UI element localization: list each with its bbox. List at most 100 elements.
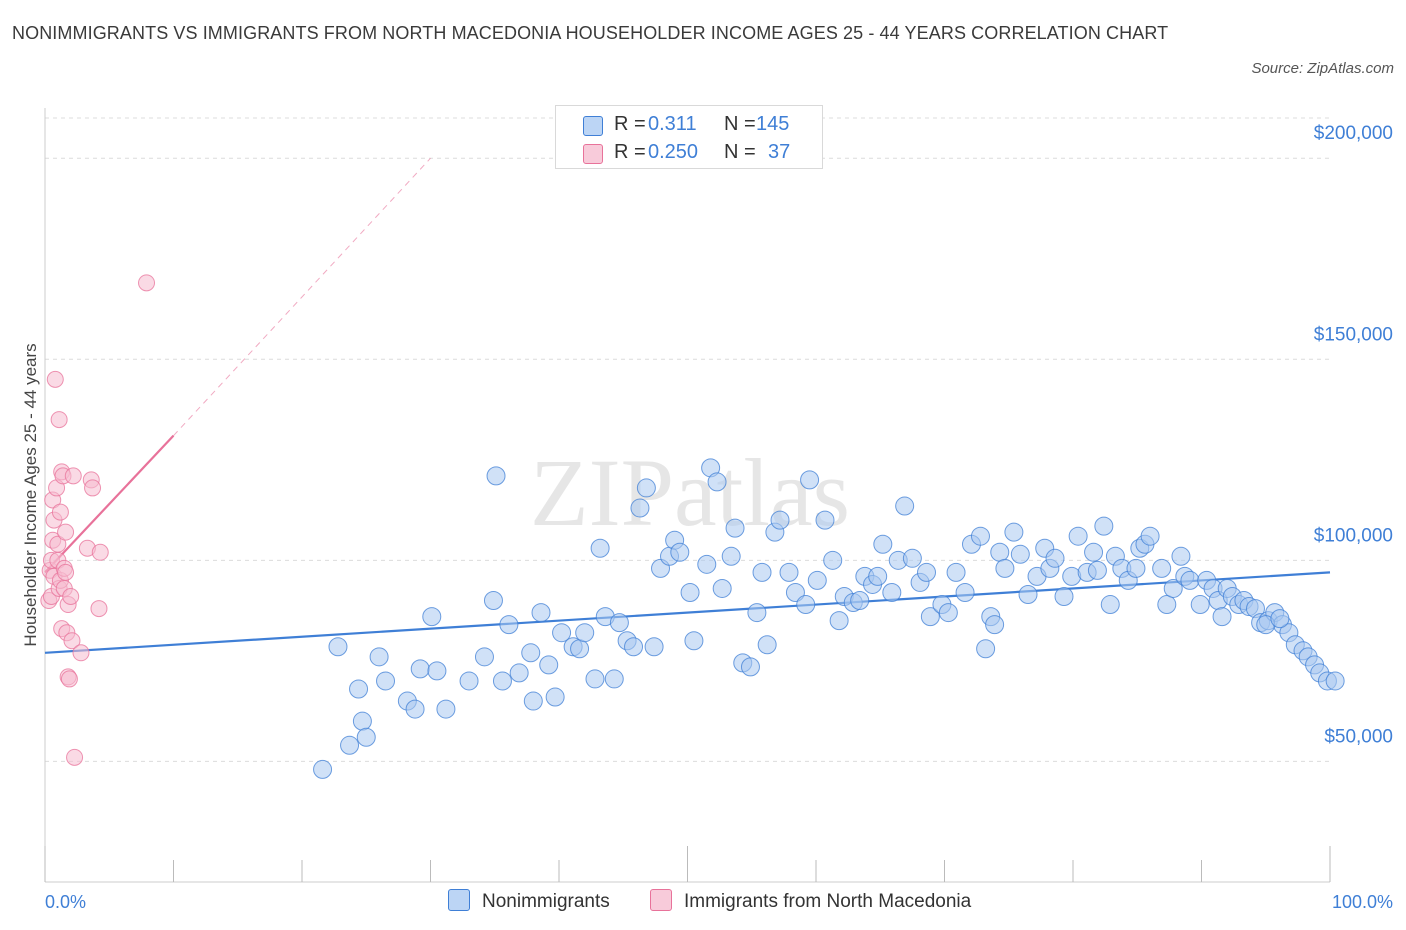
nonimmigrant-point <box>684 631 704 651</box>
nonimmigrant-point <box>1157 595 1177 615</box>
x-tick-label-max: 100.0% <box>1332 892 1393 912</box>
chart-title: NONIMMIGRANTS VS IMMIGRANTS FROM NORTH M… <box>12 23 1169 43</box>
immigrant-point <box>57 563 75 581</box>
nonimmigrant-point <box>609 613 629 633</box>
nonimmigrant-point <box>725 518 745 538</box>
nonimmigrant-point <box>410 659 430 679</box>
immigrant-point <box>72 644 90 662</box>
nonimmigrant-point <box>721 546 741 566</box>
nonimmigrant-point <box>850 591 870 611</box>
nonimmigrant-point <box>902 548 922 568</box>
nonimmigrant-point <box>779 562 799 582</box>
immigrant-point <box>84 479 102 497</box>
nonimmigrant-point <box>636 478 656 498</box>
r-value: 0.311 <box>648 113 697 135</box>
nonimmigrant-point <box>644 637 664 657</box>
nonimmigrant-point <box>920 607 940 627</box>
nonimmigrant-point <box>328 637 348 657</box>
nonimmigrant-point <box>459 671 479 691</box>
immigrant-point <box>66 748 84 766</box>
nonimmigrant-point <box>697 554 717 574</box>
nonimmigrant-point <box>946 562 966 582</box>
nonimmigrant-point <box>785 582 805 602</box>
legend-item-nonimmigrants[interactable]: Nonimmigrants <box>448 889 610 913</box>
n-value: 37 <box>768 141 791 163</box>
nonimmigrant-point <box>800 470 820 490</box>
nonimmigrant-point <box>630 498 650 518</box>
immigrant-trendline <box>44 434 175 574</box>
nonimmigrant-point <box>976 639 996 659</box>
legend-item-immigrants[interactable]: Immigrants from North Macedonia <box>650 889 971 913</box>
nonimmigrant-point <box>624 637 644 657</box>
immigrant-point <box>62 588 80 606</box>
nonimmigrant-point <box>427 661 447 681</box>
tick-labels: $50,000 $100,000 $150,000 $200,000 0.0% 100.0… <box>45 123 1393 912</box>
nonimmigrant-point <box>1212 607 1232 627</box>
nonimmigrant-point <box>707 472 727 492</box>
nonimmigrant-point <box>1004 522 1024 542</box>
nonimmigrant-point <box>531 603 551 623</box>
nonimmigrant-point <box>747 603 767 623</box>
nonimmigrant-point <box>815 510 835 530</box>
nonimmigrant-point <box>539 655 559 675</box>
nonimmigrant-point <box>1045 548 1065 568</box>
nonimmigrant-point <box>895 496 915 516</box>
n-value: 145 <box>756 113 790 135</box>
nonimmigrant-point <box>1054 587 1074 607</box>
nonimmigrant-point <box>752 562 772 582</box>
nonimmigrant-point <box>313 759 333 779</box>
nonimmigrant-point <box>1152 558 1172 578</box>
nonimmigrant-point <box>1163 578 1183 598</box>
nonimmigrant-point <box>1171 546 1191 566</box>
nonimmigrant-point <box>829 611 849 631</box>
nonimmigrant-point <box>521 643 541 663</box>
legend-swatch-pink <box>583 144 603 164</box>
nonimmigrant-point <box>492 671 512 691</box>
nonimmigrant-point <box>882 582 902 602</box>
nonimmigrant-point <box>509 663 529 683</box>
immigrant-point <box>60 670 78 688</box>
immigrant-point <box>63 632 81 650</box>
y-axis-label: Householder Income Ages 25 - 44 years <box>21 343 40 646</box>
nonimmigrant-point <box>1018 584 1038 604</box>
nonimmigrant-point <box>340 735 360 755</box>
nonimmigrant-point <box>376 671 396 691</box>
nonimmigrant-point <box>1180 570 1200 590</box>
immigrant-trendline-extension <box>173 157 431 437</box>
nonimmigrant-point <box>1325 671 1345 691</box>
y-tick-label: $200,000 <box>1314 123 1393 144</box>
nonimmigrant-point <box>873 534 893 554</box>
nonimmigrant-point <box>796 595 816 615</box>
nonimmigrant-point <box>590 538 610 558</box>
source-label: Source: ZipAtlas.com <box>1251 60 1394 77</box>
nonimmigrant-point <box>604 669 624 689</box>
n-label: N = <box>724 141 756 163</box>
nonimmigrant-point <box>1140 526 1160 546</box>
nonimmigrant-point <box>1190 595 1210 615</box>
nonimmigrant-point <box>523 691 543 711</box>
legend-label: Nonimmigrants <box>482 891 610 912</box>
nonimmigrant-point <box>995 558 1015 578</box>
nonimmigrant-point <box>868 566 888 586</box>
nonimmigrant-point <box>757 635 777 655</box>
immigrant-point <box>90 600 108 618</box>
data-points <box>40 274 1345 779</box>
nonimmigrant-point <box>770 510 790 530</box>
nonimmigrant-point <box>436 699 456 719</box>
nonimmigrant-point <box>486 466 506 486</box>
immigrant-point <box>91 543 109 561</box>
nonimmigrant-point <box>955 582 975 602</box>
nonimmigrant-point <box>1094 516 1114 536</box>
immigrant-point <box>46 370 64 388</box>
nonimmigrant-point <box>1010 544 1030 564</box>
nonimmigrant-point <box>1084 542 1104 562</box>
nonimmigrant-point <box>985 615 1005 635</box>
nonimmigrant-point <box>349 679 369 699</box>
nonimmigrant-point <box>740 657 760 677</box>
immigrant-point <box>64 467 82 485</box>
nonimmigrant-point <box>405 699 425 719</box>
nonimmigrant-point <box>1068 526 1088 546</box>
nonimmigrant-point <box>545 687 565 707</box>
legend-swatch-pink <box>650 889 672 911</box>
